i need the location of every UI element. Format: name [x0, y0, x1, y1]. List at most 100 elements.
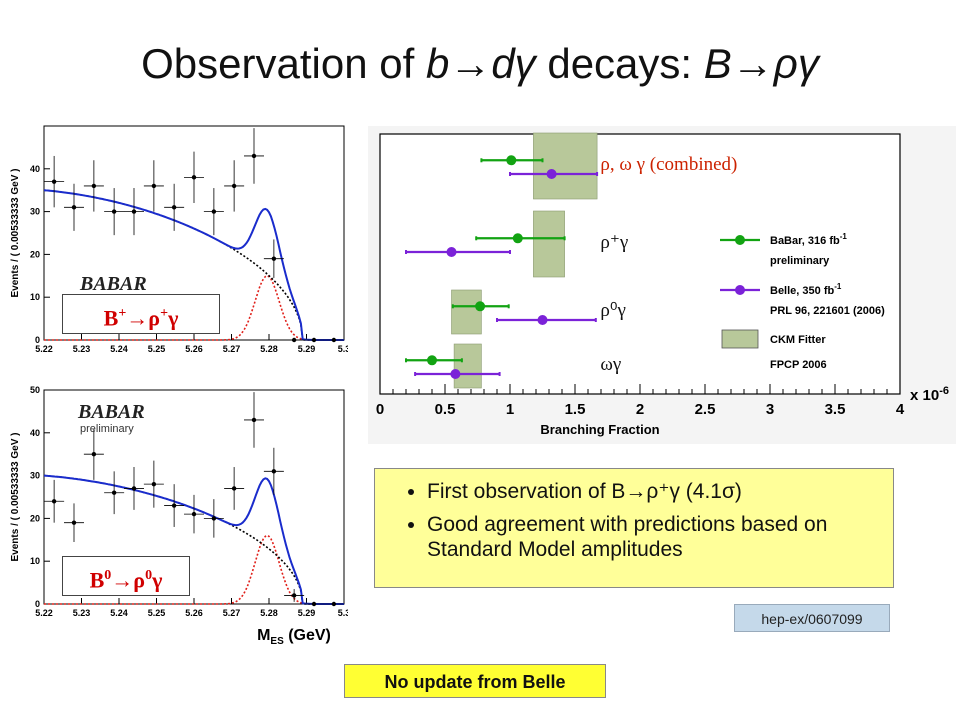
y-tick-label: 20 — [30, 513, 40, 523]
data-point — [51, 179, 57, 184]
bf-row-label: ρ⁰γ — [600, 300, 626, 321]
ckm-band — [453, 343, 482, 389]
babar-legend-marker — [735, 235, 745, 245]
babar-marker — [475, 301, 486, 312]
babar-marker — [427, 355, 437, 366]
mes-plot-bottom-svg: 5.22 5.23 5.24 5.25 5.26 5.27 5.28 5.29 5.3 0 10 20… — [10, 385, 350, 647]
belle-legend-sub: PRL 96, 221601 (2006) — [770, 305, 885, 317]
y-tick-label: 40 — [30, 164, 40, 174]
y-tick-label: 50 — [30, 385, 40, 395]
x-tick-label: 5.26 — [185, 344, 203, 354]
bf-x-tick-label: 2 — [636, 401, 644, 418]
bf-row-label: ρ⁺γ — [600, 232, 628, 253]
babar-logo: BABAR — [77, 401, 145, 423]
branching-fraction-svg: 0 0.5 1 1.5 2 2.5 3 3.5 4 Branching Fraction x 10-… — [376, 132, 949, 437]
data-point — [51, 499, 57, 504]
data-point — [291, 593, 297, 598]
x-tick-label: 5.28 — [260, 344, 278, 354]
bf-row-label: ρ, ω γ (combined) — [600, 154, 737, 175]
x-tick-label: 5.26 — [185, 608, 203, 618]
babar-marker — [512, 233, 523, 244]
x-axis-label: MES (GeV) — [257, 627, 331, 646]
data-point — [331, 601, 337, 607]
bf-x-tick-label: 1.5 — [565, 401, 586, 418]
data-point — [171, 205, 177, 210]
mes-plot-top: 5.22 5.23 5.24 5.25 5.26 5.27 5.28 5.29 5.3 0 10 20… — [4, 120, 350, 358]
ckm-legend-sub: FPCP 2006 — [770, 359, 827, 371]
y-tick-label: 40 — [30, 428, 40, 438]
ckm-band — [451, 289, 482, 335]
data-point — [151, 183, 157, 189]
y-tick-label: 0 — [35, 599, 40, 609]
x-tick-label: 5.24 — [110, 344, 128, 354]
y-axis-label: Events / ( 0.00533333 GeV ) — [10, 433, 21, 562]
bf-multiplier: x 10-6 — [910, 385, 949, 404]
summary-bullets: First observation of B→ρ⁺γ (4.1σ) Good a… — [374, 468, 894, 588]
data-point — [111, 209, 117, 214]
x-tick-label: 5.23 — [73, 344, 91, 354]
belle-marker — [450, 369, 461, 379]
data-point — [71, 205, 77, 210]
bf-x-tick-label: 3 — [766, 401, 774, 418]
babar-marker — [506, 155, 517, 166]
y-tick-label: 10 — [30, 292, 40, 302]
babar-legend-name: BaBar, 316 fb-1 — [770, 232, 847, 247]
data-point — [91, 452, 97, 457]
data-point — [191, 511, 197, 517]
y-axis-label: Events / ( 0.00533333 GeV ) — [10, 169, 21, 298]
preliminary-label: preliminary — [80, 423, 134, 435]
reference-badge: hep-ex/0607099 — [734, 604, 890, 632]
babar-logo: BABAR — [79, 273, 147, 295]
data-point — [131, 209, 137, 214]
mes-plot-bottom: 5.22 5.23 5.24 5.25 5.26 5.27 5.28 5.29 5.3 0 10 20… — [4, 370, 350, 647]
y-tick-label: 30 — [30, 471, 40, 481]
data-point — [171, 503, 177, 508]
data-point — [251, 153, 257, 159]
data-point — [291, 337, 297, 343]
x-tick-label: 5.29 — [298, 344, 316, 354]
data-point — [211, 209, 217, 214]
x-tick-label: 5.25 — [148, 608, 166, 618]
y-tick-label: 30 — [30, 207, 40, 217]
y-tick-label: 10 — [30, 556, 40, 566]
x-tick-label: 5.22 — [35, 608, 53, 618]
x-tick-label: 5.28 — [260, 608, 278, 618]
bf-x-tick-label: 2.5 — [695, 401, 716, 418]
x-tick-label: 5.29 — [298, 608, 316, 618]
ckm-legend-name: CKM Fitter — [770, 334, 826, 346]
bf-x-tick-label: 0 — [376, 401, 384, 418]
data-point — [271, 256, 277, 261]
belle-marker — [537, 315, 548, 325]
bf-x-tick-label: 1 — [506, 401, 514, 418]
slide-title: Observation of b→dγ decays: B→ργ — [141, 40, 819, 87]
y-tick-label: 0 — [35, 335, 40, 345]
ckm-band — [533, 210, 565, 278]
x-tick-label: 5.3 — [338, 344, 348, 354]
data-point — [251, 417, 257, 423]
belle-marker — [446, 247, 457, 257]
branching-fraction-plot: 0 0.5 1 1.5 2 2.5 3 3.5 4 Branching Fraction x 10-… — [368, 126, 956, 444]
x-tick-label: 5.27 — [223, 608, 241, 618]
ckm-band — [533, 132, 598, 200]
data-point — [331, 337, 337, 343]
no-update-note: No update from Belle — [344, 664, 606, 698]
decay-label-bottom: B0→ρ0γ — [62, 556, 190, 596]
data-point — [131, 486, 137, 491]
x-tick-label: 5.23 — [73, 608, 91, 618]
background-fit-curve — [43, 189, 344, 341]
data-point — [191, 175, 197, 180]
data-point — [231, 183, 237, 189]
bf-x-tick-label: 3.5 — [825, 401, 846, 418]
bullet-agreement: Good agreement with predictions based on… — [427, 512, 883, 562]
signal-fit-curve — [44, 274, 344, 341]
data-point — [211, 516, 217, 521]
data-point — [311, 337, 317, 343]
bf-x-axis-label: Branching Fraction — [540, 422, 659, 437]
data-point — [311, 601, 317, 607]
babar-legend-sub: preliminary — [770, 255, 830, 267]
data-point — [71, 520, 77, 525]
bf-x-tick-label: 4 — [896, 401, 905, 418]
belle-legend-name: Belle, 350 fb-1 — [770, 282, 842, 297]
data-point — [271, 469, 277, 474]
x-tick-label: 5.27 — [223, 344, 241, 354]
